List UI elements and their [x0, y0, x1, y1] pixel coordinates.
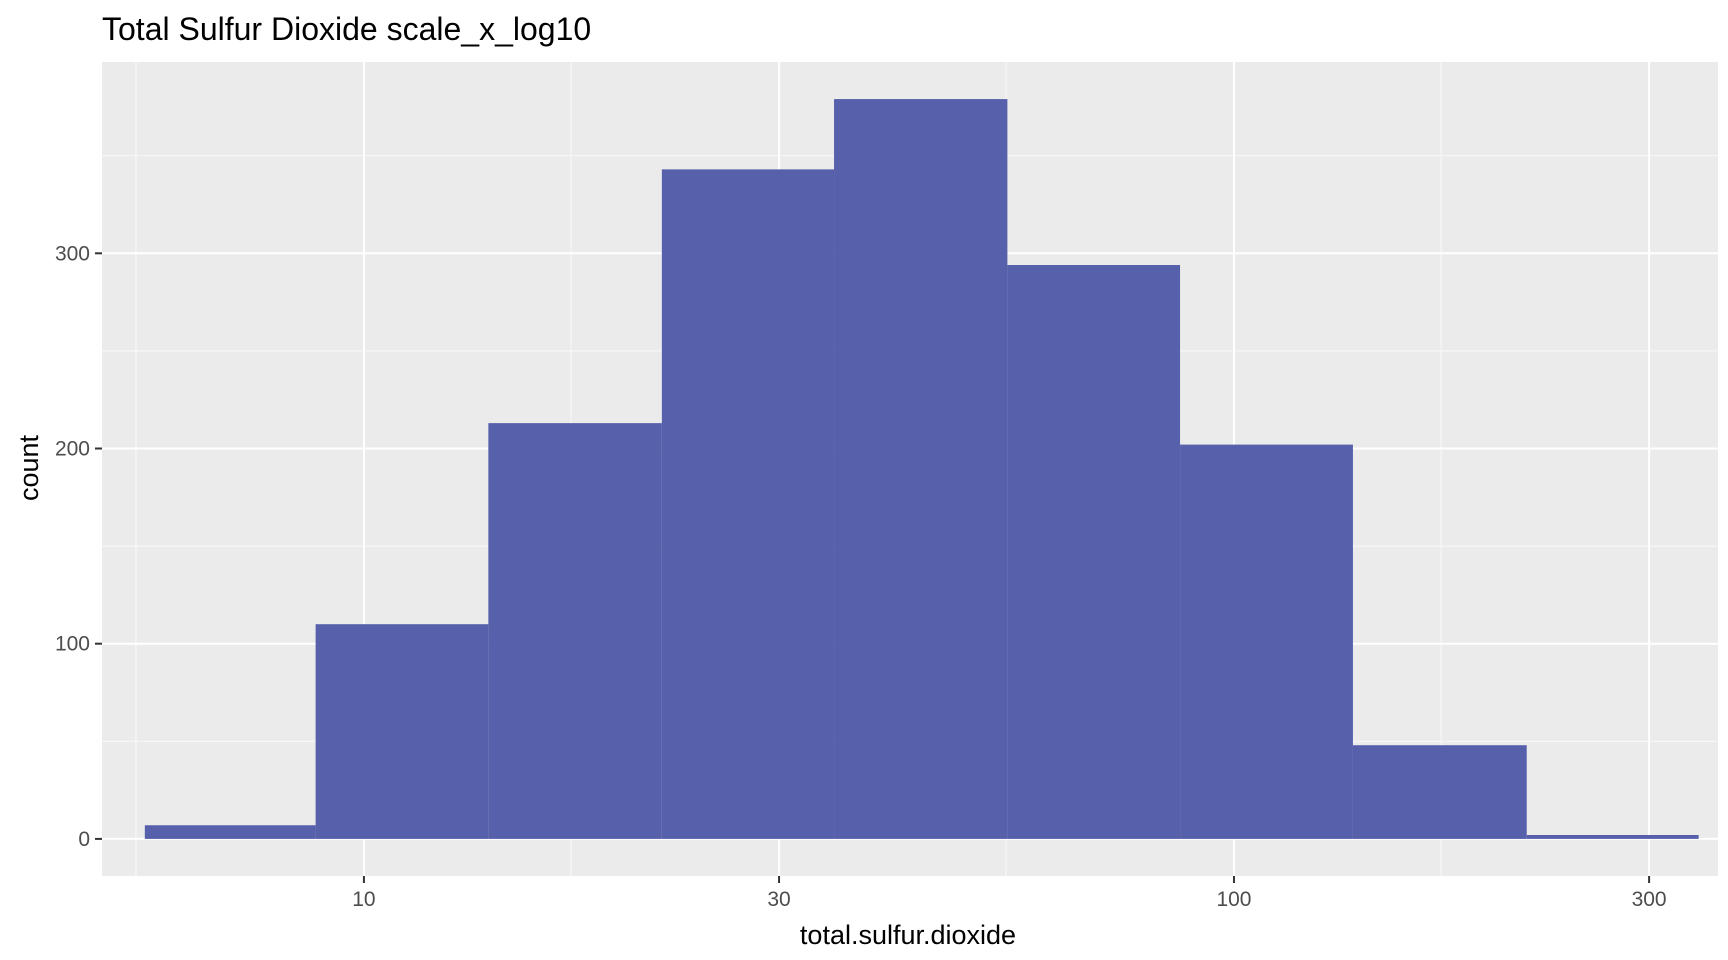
x-tick-label: 30	[767, 888, 790, 911]
y-axis: 0 100 200 300	[55, 242, 102, 851]
histogram-bar	[144, 825, 316, 839]
y-tick-label: 100	[55, 633, 90, 656]
y-tick-label: 0	[78, 828, 90, 851]
histogram-bar	[661, 169, 835, 839]
histogram-bar	[1526, 835, 1699, 839]
histogram-bar	[1180, 444, 1353, 839]
histogram-bar	[488, 423, 662, 839]
y-tick-label: 200	[55, 438, 90, 461]
x-axis: 10 30 100 300	[352, 876, 1667, 911]
x-axis-title: total.sulfur.dioxide	[800, 920, 1016, 950]
histogram-bar	[1007, 265, 1181, 839]
histogram-bars	[144, 99, 1699, 839]
x-tick-label: 10	[352, 888, 375, 911]
histogram-bar	[315, 624, 489, 839]
histogram-bar	[834, 99, 1008, 839]
histogram-bar	[1352, 745, 1527, 839]
y-axis-title: count	[14, 434, 44, 501]
x-tick-label: 100	[1216, 888, 1251, 911]
x-tick-label: 300	[1632, 888, 1667, 911]
chart-title: Total Sulfur Dioxide scale_x_log10	[102, 11, 591, 47]
y-tick-label: 300	[55, 242, 90, 265]
